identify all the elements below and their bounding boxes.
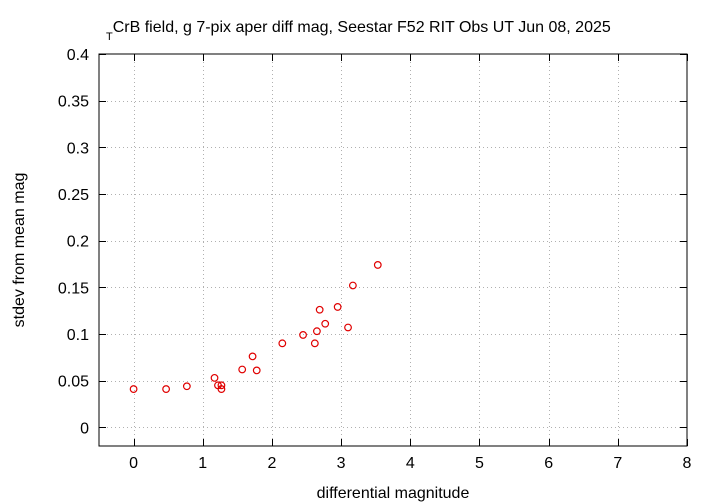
chart-title: TCrB field, g 7-pix aper diff mag, Seest… — [106, 19, 611, 43]
x-tick-label: 0 — [129, 455, 138, 472]
x-tick-label: 6 — [544, 455, 553, 472]
y-tick-label: 0.2 — [67, 234, 89, 251]
data-point — [333, 303, 342, 311]
x-tick-label: 8 — [683, 455, 692, 472]
chart-title-prefix: T — [106, 31, 113, 43]
chart-title-main: CrB field, g 7-pix aper diff mag, Seesta… — [113, 19, 611, 36]
data-point — [238, 365, 247, 374]
x-tick-label: 1 — [198, 455, 207, 472]
y-tick-label: 0.3 — [67, 140, 89, 157]
data-point — [248, 352, 257, 361]
y-axis-label: stdev from mean mag — [11, 173, 28, 328]
data-point — [321, 319, 330, 328]
data-point — [278, 339, 287, 348]
x-axis-label: differential magnitude — [317, 485, 470, 502]
y-tick-label: 0.4 — [67, 47, 89, 64]
data-point — [373, 261, 382, 269]
data-point — [313, 327, 321, 336]
data-point — [129, 385, 138, 393]
data-point — [217, 385, 226, 393]
data-point — [217, 381, 226, 390]
data-point — [299, 331, 307, 339]
plot-frame — [98, 53, 688, 447]
data-point — [344, 323, 352, 332]
x-tick-label: 4 — [406, 455, 415, 472]
data-point — [162, 385, 171, 393]
y-tick-label: 0.25 — [58, 187, 89, 204]
data-point — [252, 366, 261, 375]
y-tick-label: 0.05 — [58, 374, 89, 391]
data-point — [315, 305, 324, 314]
data-point — [348, 281, 357, 290]
y-tick-label: 0 — [80, 420, 89, 437]
data-points — [129, 261, 382, 393]
y-tick-label: 0.15 — [58, 280, 89, 297]
x-tick-label: 3 — [337, 455, 346, 472]
data-point — [210, 373, 219, 382]
data-point — [182, 382, 191, 391]
y-tick-label: 0.1 — [67, 327, 89, 344]
grid-lines — [99, 54, 687, 446]
x-tick-label: 2 — [267, 455, 276, 472]
data-point — [310, 339, 319, 348]
x-tick-label: 7 — [613, 455, 622, 472]
x-tick-label: 5 — [475, 455, 484, 472]
y-tick-label: 0.35 — [58, 94, 89, 111]
axis-ticks: 0 1 2 3 4 5 6 7 8 0 0.05 0.1 0.15 0.2 0.25 0.3 0.35 0.4 — [58, 47, 692, 472]
